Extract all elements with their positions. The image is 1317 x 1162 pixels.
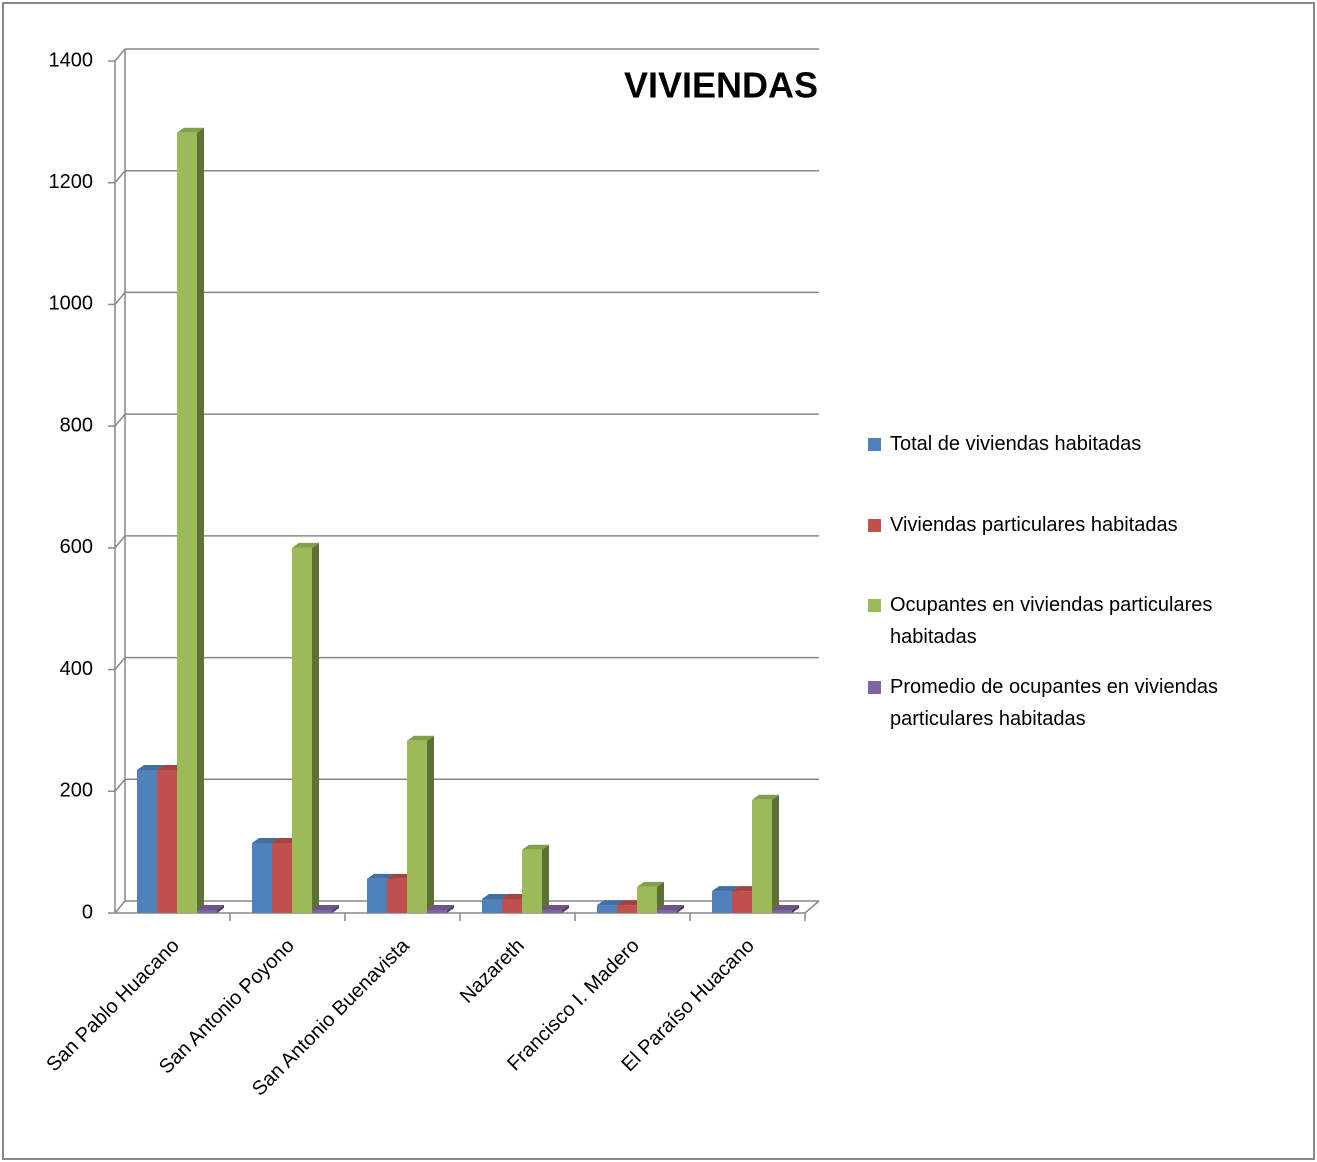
legend-swatch bbox=[868, 681, 881, 694]
legend-swatch bbox=[868, 438, 881, 451]
legend-item: Ocupantes en viviendas particulares habi… bbox=[868, 589, 1293, 653]
grid-line bbox=[114, 48, 819, 62]
legend-swatch bbox=[868, 519, 881, 532]
bar bbox=[522, 849, 542, 913]
bar-top bbox=[137, 764, 164, 770]
bar bbox=[427, 909, 447, 913]
bar-side bbox=[427, 735, 434, 913]
bar-top bbox=[292, 542, 319, 548]
bar bbox=[542, 909, 562, 913]
bar-top bbox=[597, 900, 624, 906]
y-tick-label: 1000 bbox=[49, 293, 94, 315]
bar bbox=[197, 909, 217, 913]
bar bbox=[732, 891, 752, 913]
bar-top bbox=[772, 904, 799, 910]
bar-side bbox=[657, 881, 664, 913]
y-tick-label: 600 bbox=[60, 536, 93, 558]
grid-line bbox=[114, 535, 819, 549]
bar-side bbox=[677, 904, 684, 913]
legend-label: Ocupantes en viviendas particulares habi… bbox=[890, 594, 1213, 648]
bar bbox=[252, 843, 272, 913]
bar bbox=[637, 886, 657, 913]
bar-top bbox=[252, 838, 279, 844]
bar bbox=[597, 905, 617, 913]
legend-swatch bbox=[868, 599, 881, 612]
bar-side bbox=[312, 542, 319, 913]
bar-side bbox=[332, 904, 339, 913]
bar-side bbox=[542, 844, 549, 913]
bar bbox=[312, 909, 332, 913]
bar-top bbox=[637, 881, 664, 887]
bar bbox=[137, 769, 157, 913]
grid-line bbox=[114, 900, 819, 914]
y-tick-label: 1200 bbox=[49, 171, 94, 193]
bar bbox=[292, 547, 312, 913]
grid-line bbox=[114, 656, 819, 671]
y-tick-label: 0 bbox=[82, 901, 93, 923]
bar-top bbox=[482, 894, 509, 900]
legend-label: Viviendas particulares habitadas bbox=[890, 514, 1178, 536]
legend-item: Viviendas particulares habitadas bbox=[868, 509, 1293, 541]
bar bbox=[617, 905, 637, 913]
grid-line bbox=[114, 169, 819, 184]
y-tick-label: 800 bbox=[60, 414, 93, 436]
bar-side bbox=[217, 904, 224, 913]
bar-top bbox=[522, 844, 549, 850]
legend-item: Total de viviendas habitadas bbox=[868, 428, 1293, 460]
grid-line bbox=[114, 778, 819, 792]
bar-top bbox=[197, 904, 224, 910]
bar bbox=[482, 899, 502, 913]
bar bbox=[177, 132, 197, 914]
bar-top bbox=[367, 873, 394, 879]
y-tick-label: 400 bbox=[60, 658, 93, 680]
bar bbox=[657, 909, 677, 913]
x-tick-label: El Paraíso Huacano bbox=[617, 935, 758, 1076]
bar-side bbox=[447, 904, 454, 913]
y-tick-label: 1400 bbox=[49, 49, 94, 71]
grid-line bbox=[114, 413, 819, 427]
bar-top bbox=[427, 904, 454, 910]
bar-top bbox=[657, 904, 684, 910]
chart-title: VIVIENDAS bbox=[624, 65, 818, 106]
bar-top bbox=[177, 127, 204, 133]
legend-label: Promedio de ocupantes en viviendas parti… bbox=[890, 676, 1218, 730]
bar-side bbox=[792, 904, 799, 913]
bar bbox=[407, 740, 427, 913]
bar bbox=[752, 799, 772, 913]
bar-top bbox=[712, 886, 739, 892]
bar bbox=[772, 909, 792, 913]
legend-label: Total de viviendas habitadas bbox=[890, 433, 1142, 455]
bar-top bbox=[312, 904, 339, 910]
legend-item: Promedio de ocupantes en viviendas parti… bbox=[868, 671, 1293, 735]
bar-top bbox=[542, 904, 569, 910]
bar-top bbox=[752, 794, 779, 800]
legend: Total de viviendas habitadas Viviendas pa… bbox=[868, 428, 1293, 735]
bar-side bbox=[197, 127, 204, 914]
y-tick-label: 200 bbox=[60, 780, 93, 802]
bar bbox=[367, 878, 387, 913]
bar bbox=[157, 769, 177, 913]
bar-top bbox=[407, 735, 434, 741]
bar bbox=[712, 891, 732, 913]
bar-side bbox=[772, 794, 779, 913]
bar-side bbox=[562, 904, 569, 913]
x-tick-label: Nazareth bbox=[456, 935, 529, 1008]
bar bbox=[502, 899, 522, 913]
bar bbox=[272, 843, 292, 913]
bar bbox=[387, 878, 407, 913]
grid-line bbox=[114, 291, 819, 305]
